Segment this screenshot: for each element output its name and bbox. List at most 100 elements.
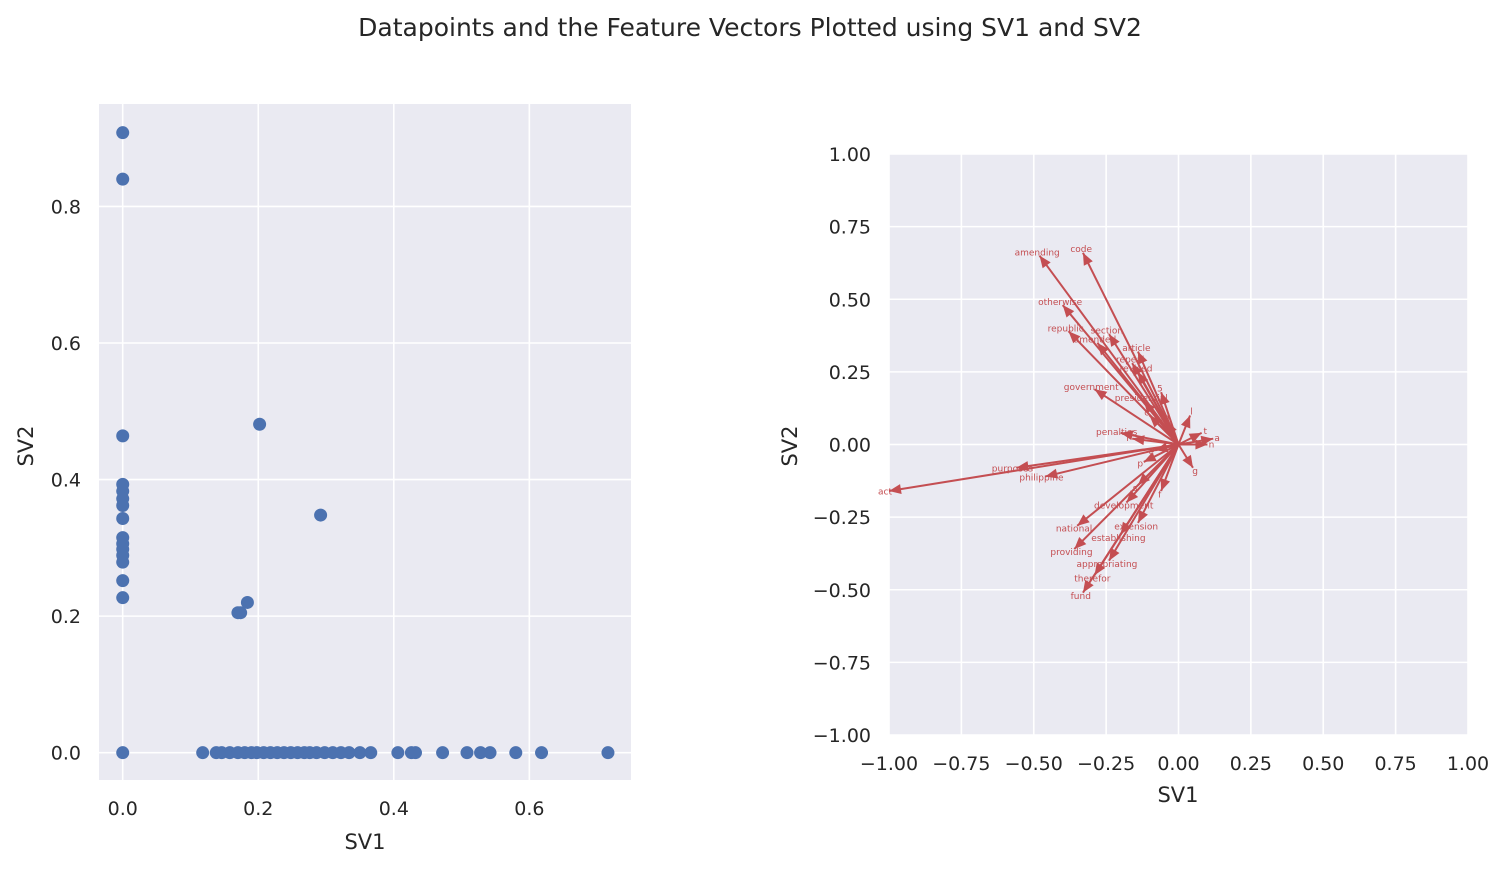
scatter-plot-background [99, 104, 631, 780]
feature-vector-shaft [1016, 443, 1179, 469]
feature-vector-arrowhead [1160, 392, 1170, 406]
biplot-y-tick-label: −0.50 [813, 580, 871, 602]
biplot-y-tick-label: −1.00 [813, 725, 871, 747]
feature-vector-label: government [1064, 383, 1119, 393]
scatter-point [342, 746, 356, 760]
scatter-point [116, 574, 130, 588]
feature-vector: presidential [1115, 394, 1180, 446]
scatter-point [116, 429, 130, 443]
biplot-x-tick-label: 1.00 [1447, 753, 1489, 775]
feature-vector: r [1126, 434, 1179, 446]
feature-vector-shaft [1082, 252, 1180, 445]
feature-vector-label: development [1094, 502, 1154, 512]
feature-vector: e [1149, 442, 1179, 457]
feature-vector-arrowhead [1094, 389, 1108, 401]
feature-vector-label: c [1144, 409, 1149, 419]
feature-vector-arrowhead [1068, 331, 1081, 344]
feature-vector-label: presidential [1115, 394, 1168, 404]
feature-vector-label: r [1126, 434, 1130, 444]
feature-vector-arrowhead [1182, 454, 1193, 468]
scatter-point [240, 595, 254, 609]
feature-vector-label: s [1133, 484, 1138, 494]
biplot-x-tick-label: −0.25 [1077, 753, 1135, 775]
biplot-x-tick-label: −1.00 [860, 753, 918, 775]
feature-vector: c [1144, 409, 1180, 446]
biplot-y-tick-label: 0.25 [829, 362, 871, 384]
scatter-point [116, 555, 130, 569]
scatter-point [314, 508, 328, 522]
feature-vector-label: appropriating [1077, 560, 1138, 570]
scatter-y-tick-label: 0.6 [51, 333, 81, 355]
feature-vector-label: t [1203, 427, 1207, 437]
scatter-point [408, 746, 422, 760]
feature-vector-label: otherwise [1038, 298, 1083, 308]
feature-vector-arrowhead [1109, 334, 1120, 347]
feature-vector-shaft [1038, 255, 1180, 446]
feature-vector: g [1177, 443, 1198, 477]
scatter-x-axis-label: SV1 [344, 830, 385, 854]
scatter-y-tick-label: 0.8 [51, 196, 81, 218]
scatter-point [509, 746, 523, 760]
biplot-y-tick-label: −0.75 [813, 652, 871, 674]
feature-vector-arrowhead [1143, 400, 1156, 414]
feature-vector-shaft [1076, 443, 1180, 527]
feature-vector: a [1178, 434, 1220, 446]
scatter-axes: 0.0 0.2 0.4 0.6 0.0 0.2 0.4 0.6 0.8 SV1 SV2 [14, 104, 631, 854]
scatter-point [353, 746, 367, 760]
biplot-gridlines [888, 153, 1469, 736]
scatter-x-tick-label: 0.2 [243, 798, 273, 820]
scatter-point [436, 746, 450, 760]
feature-vector: code [1070, 245, 1180, 445]
scatter-tick-labels: 0.0 0.2 0.4 0.6 0.0 0.2 0.4 0.6 0.8 [51, 196, 545, 820]
feature-vector-arrowhead [1137, 351, 1148, 365]
feature-vector-arrowhead [1160, 477, 1171, 491]
feature-vector-arrowhead [1188, 432, 1202, 443]
feature-vector-arrowhead [1143, 452, 1157, 462]
figure-title: Datapoints and the Feature Vectors Plott… [358, 13, 1142, 42]
feature-vector-label: republic [1048, 324, 1084, 334]
scatter-point [253, 417, 267, 431]
feature-vector-arrowhead [1137, 473, 1150, 486]
scatter-point [116, 746, 130, 760]
feature-vector: government [1064, 383, 1180, 446]
biplot-x-tick-label: 0.50 [1302, 753, 1344, 775]
biplot-y-tick-label: 0.75 [829, 217, 871, 239]
feature-vector-arrowhead [1200, 435, 1214, 446]
feature-vector-label: amending [1015, 248, 1060, 258]
biplot-y-tick-label: 1.00 [829, 144, 871, 166]
feature-vector: m [1161, 414, 1180, 445]
feature-vector-arrowhead [889, 484, 902, 495]
feature-vector: purposes [992, 443, 1179, 474]
feature-vector-label: p [1137, 460, 1143, 470]
feature-vector-arrowhead [1109, 547, 1120, 561]
biplot-x-tick-label: 0.00 [1157, 753, 1199, 775]
biplot-y-axis-label: SV2 [778, 425, 802, 466]
biplot-x-tick-label: 0.75 [1374, 753, 1416, 775]
feature-vector-label: n [1209, 441, 1215, 451]
biplot-y-tick-label: 0.50 [829, 289, 871, 311]
feature-vector-label: revised [1120, 364, 1153, 374]
scatter-x-tick-label: 0.4 [379, 798, 409, 820]
feature-vector-label: fund [1071, 592, 1091, 602]
feature-vector-arrowhead [1045, 468, 1059, 479]
scatter-point [196, 746, 210, 760]
biplot-x-tick-label: −0.50 [1005, 753, 1063, 775]
feature-vector-arrowhead [1082, 579, 1094, 593]
feature-vector-label: penalties [1096, 428, 1138, 438]
scatter-x-tick-label: 0.0 [108, 798, 138, 820]
feature-vector-label: a [1214, 434, 1220, 444]
feature-vector-arrowhead [1126, 490, 1139, 503]
feature-vector: s [1133, 443, 1180, 494]
feature-vector-label: act [878, 488, 892, 498]
feature-vector-arrowhead [1039, 255, 1051, 269]
feature-vector-arrowhead [1137, 509, 1148, 523]
feature-vector-label: national [1056, 524, 1092, 534]
scatter-point [116, 172, 130, 186]
feature-vector: 5 [1157, 384, 1180, 445]
scatter-point [116, 499, 130, 513]
scatter-y-tick-label: 0.2 [51, 606, 81, 628]
feature-vector-shaft [1082, 443, 1180, 594]
biplot-y-tick-label: −0.25 [813, 507, 871, 529]
